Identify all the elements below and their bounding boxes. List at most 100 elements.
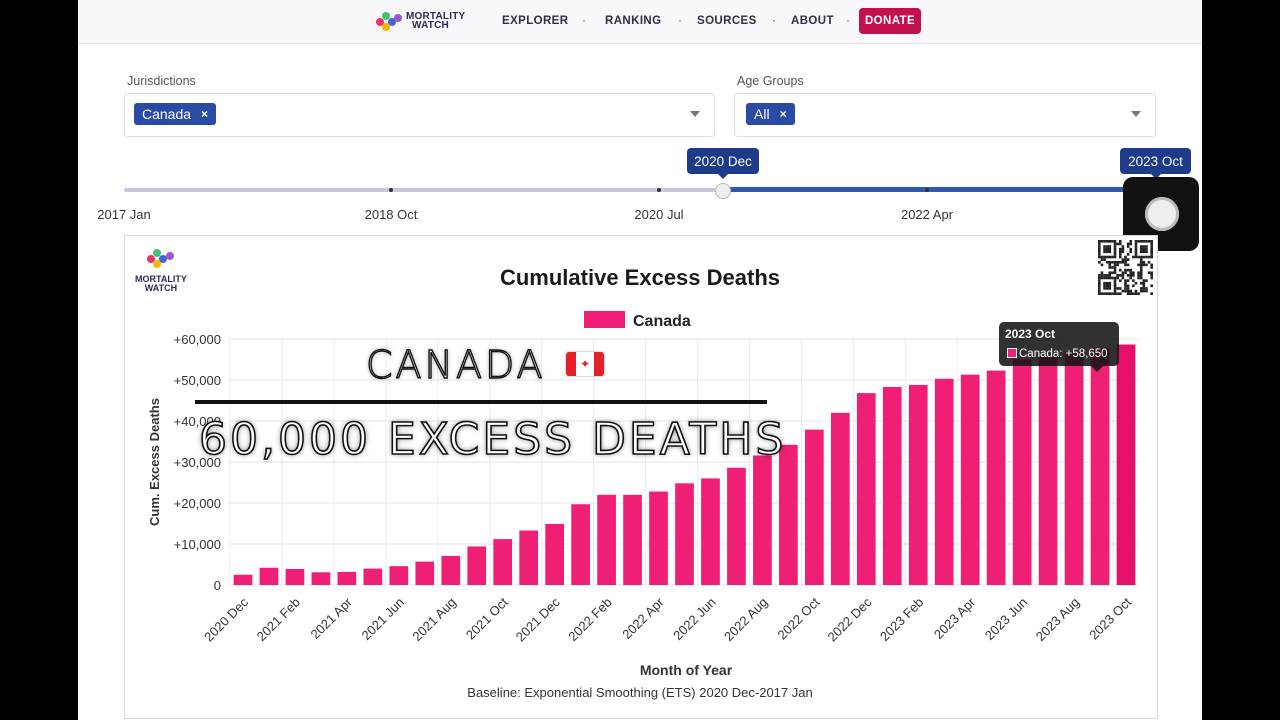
qr-module [1105,255,1109,259]
slider-start-handle[interactable] [715,183,731,199]
qr-module [1142,247,1146,251]
qr-module [1129,242,1133,246]
qr-module [1137,240,1140,243]
qr-module [1129,247,1133,251]
nav-explorer[interactable]: EXPLORER [502,15,569,27]
x-tick-label: 2021 Dec [513,594,563,644]
logo-icon [146,249,174,268]
maple-leaf-icon: ✦ [576,352,594,376]
qr-module [1134,289,1138,293]
qr-module [1137,263,1140,267]
y-tick-label: +60,000 [174,332,221,347]
qr-module [1150,276,1153,280]
qr-module [1132,274,1135,277]
remove-chip-icon[interactable]: × [201,107,209,121]
remove-chip-icon[interactable]: × [779,107,787,121]
bar-2021-may [363,568,383,585]
x-tick-label: 2022 Jun [670,595,718,643]
qr-module [1113,245,1117,248]
qr-module [1113,279,1117,282]
qr-module [1113,253,1117,256]
mortality-watch-logo[interactable]: MORTALITY WATCH [374,10,465,32]
qr-module [1103,240,1106,243]
x-tick-label: 2023 Aug [1033,595,1082,644]
x-tick-label: 2022 Aug [721,595,770,644]
chevron-down-icon[interactable] [690,111,700,117]
qr-module [1118,250,1122,254]
x-tick-label: 2022 Oct [775,594,823,642]
bar-2021-dec [545,523,564,585]
chart-title: Cumulative Excess Deaths [500,265,780,290]
qr-module [1126,263,1130,267]
logo-line-1: MORTALITY [135,274,187,284]
qr-module [1118,260,1122,264]
slider-label: 2022 Apr [900,207,954,222]
qr-module [1121,260,1125,264]
qr-module [1108,274,1112,277]
qr-module [1108,247,1112,251]
qr-module [1113,268,1117,272]
qr-module [1108,284,1112,288]
qr-module [1113,240,1117,243]
nav-sources[interactable]: SOURCES [697,15,757,27]
qr-module [1139,247,1143,251]
nav-about[interactable]: ABOUT [791,15,834,27]
bar-2021-apr [337,571,357,585]
qr-module [1139,281,1143,285]
qr-module [1098,274,1101,277]
qr-module [1142,245,1146,248]
qr-module [1139,271,1143,275]
nav-separator: · [582,13,586,27]
qr-module [1108,240,1112,243]
qr-module [1145,250,1148,254]
qr-module [1118,268,1122,272]
qr-module [1129,289,1133,293]
qr-module [1150,245,1153,248]
bar-2023-apr [960,374,980,585]
qr-module [1108,260,1112,264]
qr-module [1121,258,1125,261]
qr-module [1100,240,1104,243]
qr-module [1116,292,1119,295]
donate-button[interactable]: DONATE [859,8,921,34]
bar-2023-jan [882,386,902,585]
qr-module [1116,287,1119,290]
qr-module [1113,284,1117,288]
qr-module [1105,260,1109,264]
qr-module [1139,245,1143,248]
bar-2020-dec [233,574,253,585]
page: MORTALITY WATCH EXPLORER · RANKING · SOU… [78,0,1202,720]
qr-module [1132,292,1135,295]
qr-module [1121,247,1125,251]
qr-module [1134,240,1138,243]
date-range-slider-track[interactable] [124,188,1124,192]
logo-line-2: WATCH [144,283,178,293]
qr-module [1118,240,1122,243]
qr-module [1113,247,1117,251]
qr-module [1129,268,1133,272]
qr-module [1113,255,1117,259]
age-groups-select[interactable]: All × [734,93,1156,137]
jurisdictions-select[interactable]: Canada × [124,93,715,137]
qr-module [1113,292,1117,295]
qr-module [1124,255,1127,259]
qr-module [1111,255,1114,259]
overlay-divider [195,400,767,404]
qr-module [1098,245,1101,248]
chart-tooltip: 2023 Oct Canada: +58,650 [999,322,1119,372]
slider-tick [925,188,929,192]
bar-2022-dec [856,393,876,585]
chevron-down-icon[interactable] [1131,111,1141,117]
qr-module [1126,292,1130,295]
qr-module [1124,260,1127,264]
bar-2022-jun [701,478,720,585]
x-tick-label: 2022 Apr [619,594,667,642]
qr-module [1142,250,1146,254]
qr-module [1134,242,1138,246]
overlay-subtitle: 60,000 EXCESS DEATHS [198,413,787,466]
qr-module [1124,287,1127,290]
tooltip-value: Canada: +58,650 [1019,348,1108,360]
qr-module [1145,247,1148,251]
nav-ranking[interactable]: RANKING [605,15,662,27]
qr-module [1121,271,1125,275]
